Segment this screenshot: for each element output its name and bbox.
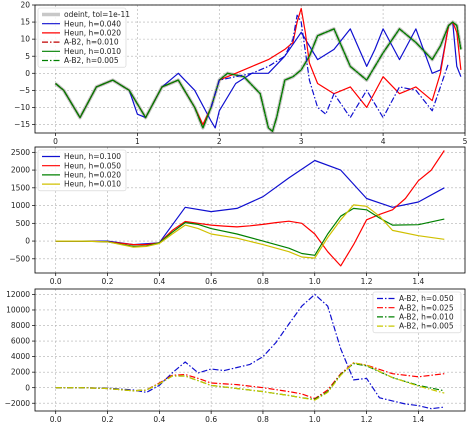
legend-label: A-B2, h=0.005 [64, 56, 119, 65]
y-tick-label: 5 [25, 52, 30, 61]
y-tick-label: 10000 [6, 306, 30, 315]
legend-label: odeint, tol=1e-11 [64, 10, 130, 19]
legend-label: Heun, h=0.040 [64, 19, 121, 28]
legend-label: A-B2, h=0.010 [64, 38, 119, 47]
y-tick-label: −2000 [5, 399, 31, 408]
x-tick-label: 0.2 [102, 277, 114, 286]
subplot-2: 0.0 0.2 0.4 0.6 0.8 1.0 1.2 1.4 2500 2000 1500 1000… [9, 146, 466, 286]
y-tick-label: 2500 [11, 148, 30, 157]
legend-label: A-B2, h=0.010 [399, 313, 454, 322]
x-tick-label: 1.2 [361, 415, 373, 424]
axes-frame [34, 146, 466, 274]
legend-label: Heun, h=0.050 [64, 161, 121, 170]
x-tick-label: 1.0 [309, 415, 321, 424]
x-tick-label: 4 [381, 137, 386, 146]
x-tick-label: 3 [299, 137, 304, 146]
x-tick-label: 1.2 [361, 277, 373, 286]
x-tick-label: 0.0 [50, 415, 62, 424]
y-tick-label: −5 [19, 86, 30, 95]
series-line-4 [55, 362, 445, 401]
series-line-3 [55, 363, 445, 400]
y-tick-label: 0 [25, 237, 30, 246]
legend-label: A-B2, h=0.025 [399, 303, 454, 312]
y-tick-label: 6000 [11, 337, 30, 346]
series-line-3 [55, 207, 445, 256]
y-tick-label: 10 [20, 35, 30, 44]
series-group [55, 150, 445, 267]
y-tick-label: 8000 [11, 321, 30, 330]
x-tick-label: 0.6 [205, 415, 217, 424]
series-group [55, 293, 445, 410]
y-tick-label: 2000 [11, 368, 30, 377]
x-tick-label: 5 [463, 137, 468, 146]
x-tick-label: 1 [135, 137, 140, 146]
x-tick-label: 0.4 [153, 415, 165, 424]
y-tick-label: 0 [25, 383, 30, 392]
y-tick-label: 20 [20, 1, 30, 10]
legend-label: A-B2, h=0.005 [399, 322, 454, 331]
x-tick-label: 0.2 [102, 415, 114, 424]
y-tick-label: 500 [16, 219, 31, 228]
x-tick-label: 0.4 [153, 277, 165, 286]
x-tick-label: 2 [217, 137, 222, 146]
x-tick-label: 1.4 [412, 277, 424, 286]
x-tick-label: 1.0 [309, 277, 321, 286]
axes-frame [34, 288, 466, 412]
series-line-6 [55, 21, 462, 132]
y-tick-label: −500 [9, 254, 30, 263]
y-tick-label: −15 [14, 120, 30, 129]
series-line-2 [55, 362, 445, 400]
axes-frame [34, 4, 466, 134]
legend-label: Heun, h=0.020 [64, 29, 121, 38]
x-tick-label: 0.8 [257, 277, 269, 286]
legend-label: Heun, h=0.020 [64, 171, 121, 180]
x-tick-label: 1.4 [412, 415, 424, 424]
y-tick-label: 4000 [11, 352, 30, 361]
y-tick-label: 0 [25, 69, 30, 78]
subplot-3: 0.0 0.2 0.4 0.6 0.8 1.0 1.2 1.4 12000 10000 8000 60… [5, 288, 466, 424]
y-tick-label: 2000 [11, 166, 30, 175]
y-tick-label: 15 [20, 18, 30, 27]
series-line-2 [55, 21, 462, 129]
series-line-1 [55, 293, 445, 410]
series-line-4 [55, 204, 445, 259]
x-tick-label: 0.0 [50, 277, 62, 286]
y-tick-label: −10 [14, 103, 30, 112]
y-tick-label: 1500 [11, 183, 30, 192]
legend-label: Heun, h=0.010 [64, 47, 121, 56]
y-tick-label: 1000 [11, 201, 30, 210]
legend-label: Heun, h=0.010 [64, 180, 121, 189]
series-group [54, 7, 463, 133]
x-tick-label: 0 [53, 137, 58, 146]
legend-label: Heun, h=0.100 [64, 152, 121, 161]
grid [35, 289, 465, 411]
x-tick-label: 0.8 [257, 415, 269, 424]
legend-label: A-B2, h=0.050 [399, 294, 454, 303]
series-line-2 [55, 150, 445, 267]
y-tick-label: 12000 [6, 290, 30, 299]
x-tick-label: 0.6 [205, 277, 217, 286]
